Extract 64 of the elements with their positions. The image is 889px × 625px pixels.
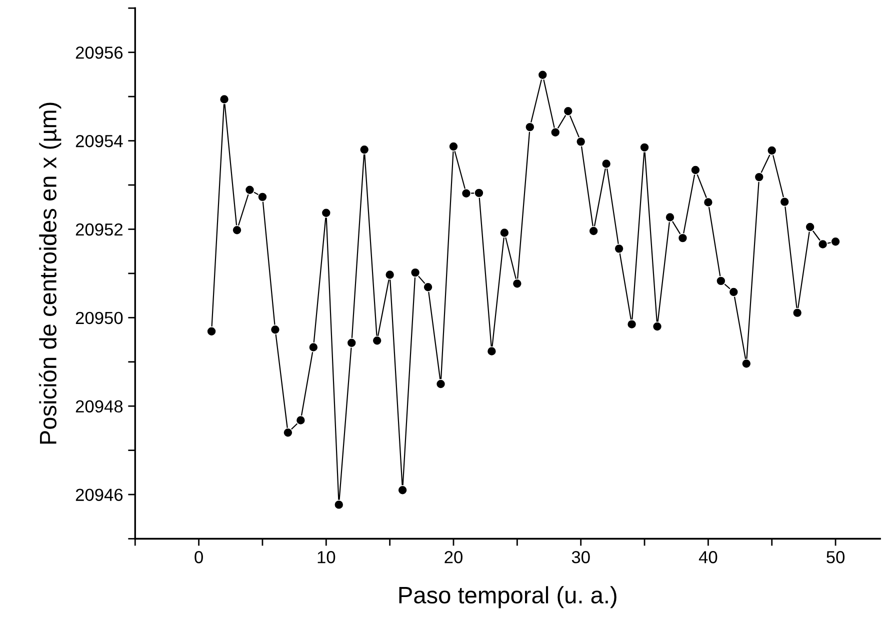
point	[308, 342, 318, 352]
point	[436, 379, 446, 389]
point	[359, 144, 370, 155]
x-tick-label: 30	[572, 551, 590, 564]
point	[512, 278, 522, 289]
point	[830, 236, 840, 247]
point	[244, 184, 255, 195]
point	[334, 500, 344, 510]
point	[258, 192, 268, 202]
point	[346, 338, 357, 348]
point	[766, 146, 777, 156]
point	[588, 226, 599, 236]
point	[652, 322, 662, 332]
point	[296, 415, 306, 426]
point	[754, 172, 764, 182]
point	[690, 165, 700, 175]
point	[601, 158, 612, 169]
point	[728, 287, 739, 297]
point	[384, 270, 395, 280]
point	[486, 346, 497, 356]
point	[461, 188, 472, 198]
y-tick-label: 20950	[76, 312, 123, 324]
point	[270, 324, 280, 335]
y-tick-label: 20954	[76, 134, 123, 148]
x-tick-label: 10	[318, 551, 336, 564]
point	[398, 485, 408, 496]
point	[206, 326, 216, 336]
point	[538, 70, 548, 80]
point	[563, 106, 574, 116]
point	[410, 268, 420, 278]
point	[423, 282, 433, 292]
point	[665, 212, 675, 222]
point	[678, 233, 688, 243]
y-tick-label: 20952	[76, 223, 122, 236]
point	[780, 196, 790, 207]
point	[474, 188, 484, 198]
y-tick-label: 20946	[76, 488, 123, 501]
point	[626, 319, 637, 330]
point	[321, 208, 332, 218]
point	[805, 222, 816, 232]
point	[741, 358, 752, 369]
x-tick-label: 40	[698, 551, 718, 564]
point	[640, 142, 650, 152]
point	[614, 244, 624, 254]
point	[818, 239, 828, 250]
x-axis-title: Paso temporal (u. a.)	[399, 586, 616, 608]
point	[372, 336, 382, 346]
point	[283, 428, 293, 438]
y-tick-label: 20948	[76, 400, 123, 413]
x-tick-label: 20	[444, 551, 462, 564]
point	[550, 127, 560, 138]
point	[703, 197, 714, 208]
y-axis-title: Posición de centroides en x (µm)	[38, 102, 62, 444]
point	[500, 228, 510, 238]
point	[716, 276, 726, 286]
point	[524, 122, 535, 132]
point	[219, 94, 230, 104]
point	[448, 142, 458, 152]
point	[792, 308, 802, 318]
point	[232, 225, 242, 236]
y-tick-label: 20956	[76, 46, 123, 59]
point	[576, 136, 586, 147]
x-tick-label: 50	[826, 551, 845, 564]
x-tick-label: 0	[194, 551, 203, 564]
